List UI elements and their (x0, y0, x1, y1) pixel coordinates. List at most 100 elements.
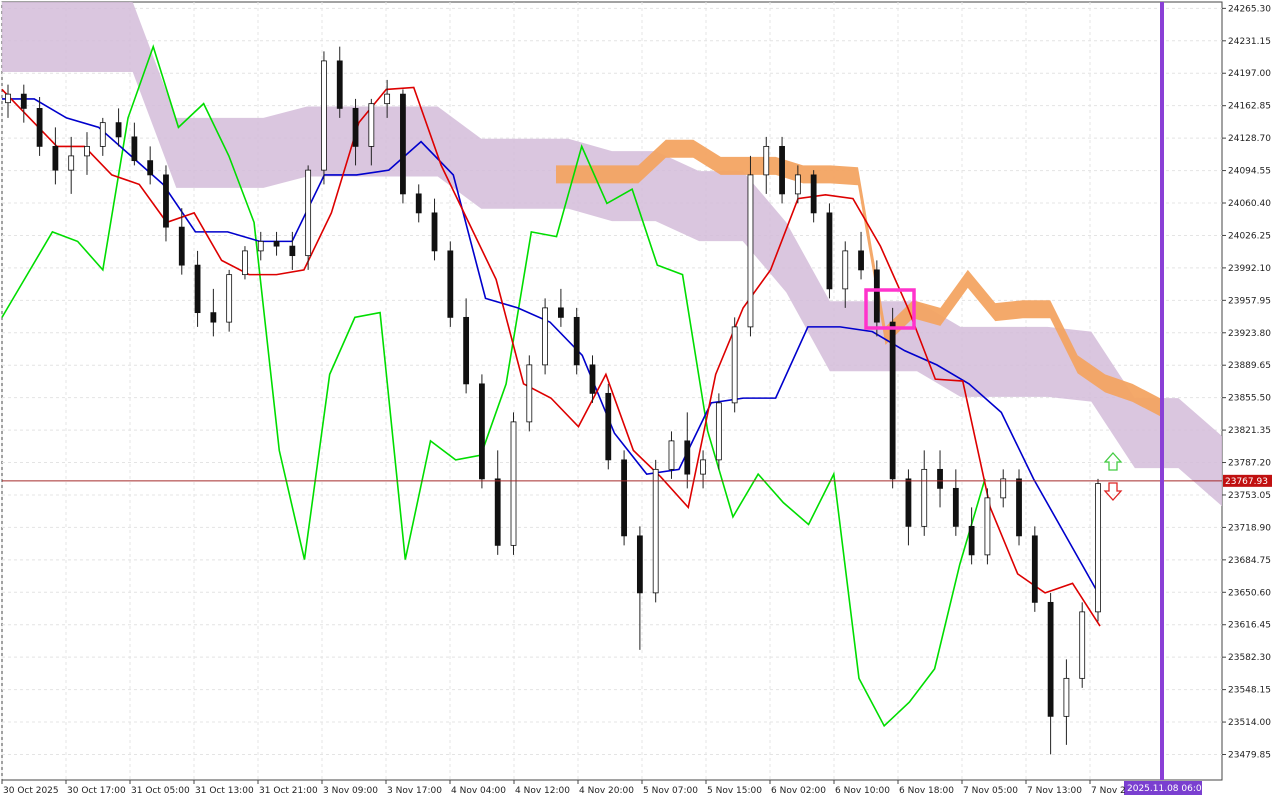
candle-body (842, 250, 849, 290)
y-tick-label: 23957.95 (1228, 296, 1271, 306)
y-tick-label: 24128.70 (1228, 134, 1271, 144)
y-tick-label: 23548.15 (1228, 686, 1271, 696)
y-tick-label: 23787.20 (1228, 459, 1271, 469)
axes: 24265.30 24231.15 24197.00 24162.85 24128.70… (1, 4, 1271, 796)
candle-body (352, 107, 359, 147)
candle-body (826, 212, 833, 290)
candle-body (400, 93, 406, 195)
y-tick-label: 23479.85 (1228, 750, 1271, 760)
candle-body (368, 103, 375, 147)
candle-body (257, 240, 264, 252)
candle-body (36, 107, 43, 147)
x-tick-label: 6 Nov 18:00 (899, 786, 954, 796)
x-tick-label: 30 Oct 17:00 (67, 786, 126, 796)
x-tick-label: 4 Nov 20:00 (579, 786, 634, 796)
candle-body (242, 250, 248, 276)
y-tick-label: 24094.55 (1228, 167, 1271, 177)
candle-body (526, 364, 533, 423)
candle-body (415, 193, 422, 214)
candle-body (289, 245, 296, 257)
candle-body (226, 274, 233, 323)
candle-body (700, 459, 706, 475)
y-tick-label: 24197.00 (1228, 69, 1271, 79)
candle-body (747, 174, 754, 328)
candle-body (873, 269, 880, 323)
candle-body (794, 174, 801, 195)
candle-body (684, 440, 691, 475)
candle-body (1047, 601, 1054, 717)
chikou-line (1, 44, 986, 728)
candle-body (1016, 478, 1022, 537)
candle-body (542, 307, 549, 366)
x-tick-label: 6 Nov 10:00 (835, 786, 890, 796)
candle-body (715, 402, 722, 461)
y-tick-label: 23923.80 (1228, 329, 1271, 339)
candle-body (99, 122, 106, 147)
candle-body (952, 487, 959, 527)
up-arrow-icon (1103, 452, 1123, 471)
candle-body (636, 535, 643, 594)
overlays: 23767.93 2025.11.08 06:00 (2, 2, 1272, 795)
x-tick-label: 30 Oct 2025 (3, 786, 59, 796)
candle-body (889, 321, 896, 480)
candle-body (494, 478, 501, 546)
y-tick-label: 23821.35 (1228, 426, 1271, 436)
x-tick-label: 6 Nov 02:00 (771, 786, 826, 796)
time-tag-bg (1124, 781, 1202, 795)
x-tick-label: 5 Nov 15:00 (707, 786, 762, 796)
candle-body (605, 392, 612, 461)
plot-frame (1, 1, 1223, 781)
candle-body (858, 250, 864, 271)
candle-body (905, 478, 912, 527)
price-tag: 23767.93 (1225, 477, 1268, 487)
time-tag: 2025.11.08 06:00 (1127, 784, 1208, 794)
candle-body (1063, 677, 1070, 717)
x-tick-label: 4 Nov 12:00 (515, 786, 570, 796)
candle-body (1031, 535, 1038, 603)
candle-body (178, 226, 185, 266)
candle-body (937, 468, 943, 489)
y-tick-label: 23582.30 (1228, 653, 1271, 663)
candle-body (84, 145, 90, 157)
x-tick-label: 31 Oct 21:00 (259, 786, 318, 796)
candle-body (557, 307, 564, 318)
candle-body (463, 316, 470, 385)
y-tick-label: 24162.85 (1228, 102, 1271, 112)
x-tick-label: 3 Nov 17:00 (387, 786, 442, 796)
senkou-a-cloud (556, 139, 1160, 417)
candle-body (479, 383, 485, 480)
candle-body (984, 497, 991, 556)
price-tag-bg (1223, 474, 1272, 487)
candle-body (968, 525, 975, 556)
y-tick-label: 23855.50 (1228, 394, 1271, 404)
candle-body (131, 136, 138, 162)
candle-body (5, 93, 11, 104)
x-tick-label: 7 Nov 05:00 (963, 786, 1018, 796)
candle-body (621, 459, 627, 537)
y-tick-label: 23616.45 (1228, 621, 1271, 631)
candle-body (273, 240, 280, 247)
x-tick-label: 31 Oct 13:00 (195, 786, 254, 796)
candle-body (68, 155, 75, 171)
highlight-box (864, 288, 916, 330)
candle-body (194, 264, 201, 314)
candle-body (589, 364, 596, 394)
candle-body (668, 440, 675, 470)
candle-body (1079, 611, 1086, 679)
tenkan-line (1, 86, 1101, 627)
candle-body (384, 93, 391, 105)
senkou-b-cloud (2, 2, 1222, 507)
down-arrow-icon (1103, 482, 1123, 501)
candle-body (321, 60, 327, 171)
indicator-lines (1, 44, 1101, 728)
y-tick-label: 23992.10 (1228, 264, 1271, 274)
y-tick-label: 23753.05 (1228, 491, 1271, 501)
candle-body (652, 468, 659, 594)
y-tick-label: 24265.30 (1228, 4, 1271, 14)
candle-body (147, 160, 154, 176)
y-tick-label: 23684.75 (1228, 556, 1271, 566)
candle-body (779, 145, 785, 195)
y-tick-label: 24026.25 (1228, 231, 1271, 241)
